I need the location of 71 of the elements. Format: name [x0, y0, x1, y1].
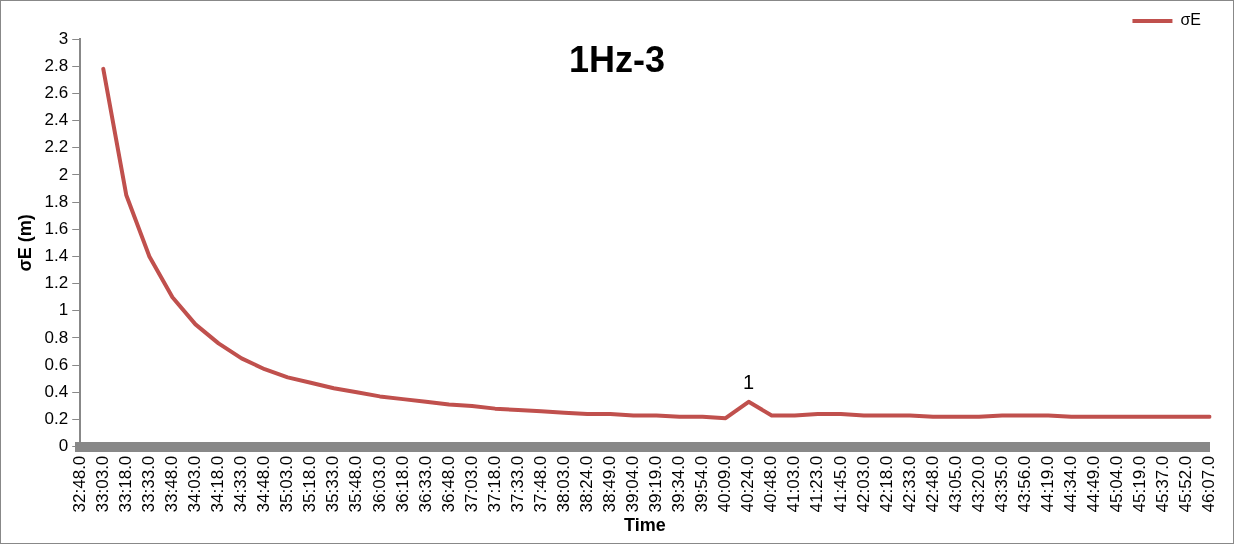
x-tick-label: 43:56.0 — [1014, 455, 1034, 513]
x-tick-label: 32:48.0 — [69, 455, 89, 513]
x-tick-label: 46:07.0 — [1199, 455, 1219, 513]
x-tick-label: 42:48.0 — [922, 455, 942, 513]
annotation: 1 — [743, 371, 755, 394]
x-tick-label: 34:03.0 — [185, 455, 205, 513]
x-tick-label: 34:48.0 — [254, 455, 274, 513]
x-tick-label: 42:18.0 — [876, 455, 896, 513]
y-tick-label: 2 — [58, 164, 69, 184]
x-tick-label: 35:33.0 — [323, 455, 343, 513]
x-tick-label: 41:03.0 — [784, 455, 804, 513]
x-tick-label: 39:34.0 — [669, 455, 689, 513]
x-tick-label: 35:03.0 — [277, 455, 297, 513]
x-tick-label: 34:33.0 — [231, 455, 251, 513]
y-tick-label: 1 — [58, 300, 69, 320]
x-tick-label: 44:34.0 — [1061, 455, 1080, 513]
x-tick-label: 41:45.0 — [830, 455, 850, 513]
x-tick-label: 38:24.0 — [576, 455, 596, 513]
x-tick-label: 33:18.0 — [116, 455, 136, 513]
x-tick-label: 42:33.0 — [899, 455, 919, 513]
y-tick-label: 2.8 — [44, 55, 69, 75]
x-tick-label: 45:04.0 — [1107, 455, 1127, 513]
x-tick-label: 35:48.0 — [346, 455, 366, 513]
y-tick-label: 0.8 — [44, 327, 69, 347]
x-tick-label: 36:33.0 — [415, 455, 435, 513]
x-axis-title: Time — [624, 515, 666, 536]
x-tick-label: 37:03.0 — [461, 455, 481, 513]
x-tick-label: 38:49.0 — [600, 455, 620, 513]
x-tick-label: 45:52.0 — [1176, 455, 1196, 513]
y-axis-title: σE (m) — [14, 214, 35, 272]
x-tick-label: 41:23.0 — [807, 455, 827, 513]
y-tick-label: 1.8 — [44, 191, 69, 211]
x-tick-label: 43:20.0 — [968, 455, 988, 513]
x-tick-label: 45:37.0 — [1153, 455, 1173, 513]
x-tick-label: 36:03.0 — [369, 455, 389, 513]
y-tick-label: 0.4 — [44, 382, 69, 402]
x-tick-label: 40:48.0 — [761, 455, 781, 513]
x-tick-label: 39:54.0 — [692, 455, 712, 513]
y-tick-label: 0.6 — [44, 354, 69, 374]
chart-title: 1Hz-3 — [568, 39, 666, 80]
x-tick-label: 44:19.0 — [1037, 455, 1057, 513]
y-tick-label: 1.6 — [44, 218, 69, 238]
x-tick-label: 39:19.0 — [646, 455, 666, 513]
y-tick-label: 3 — [58, 28, 69, 48]
x-tick-label: 37:18.0 — [484, 455, 504, 513]
x-tick-label: 35:18.0 — [300, 455, 320, 513]
y-tick-label: 2.4 — [44, 110, 69, 130]
y-tick-label: 2.6 — [44, 83, 69, 103]
x-tick-label: 40:09.0 — [715, 455, 735, 513]
y-tick-label: 0 — [58, 436, 69, 456]
legend-label: σE — [1180, 11, 1201, 29]
x-tick-label: 38:03.0 — [553, 455, 573, 513]
x-tick-label: 33:48.0 — [162, 455, 182, 513]
y-tick-label: 2.2 — [44, 137, 69, 157]
x-tick-label: 42:03.0 — [853, 455, 873, 513]
x-tick-label: 40:24.0 — [738, 455, 758, 513]
y-tick-label: 1.4 — [44, 246, 69, 266]
x-tick-label: 44:49.0 — [1084, 455, 1104, 513]
x-tick-label: 36:48.0 — [438, 455, 458, 513]
x-tick-label: 37:33.0 — [507, 455, 527, 513]
x-tick-label: 39:04.0 — [623, 455, 643, 513]
x-tick-label: 43:05.0 — [945, 455, 965, 513]
x-tick-label: 33:33.0 — [139, 455, 159, 513]
x-tick-label: 43:35.0 — [991, 455, 1011, 513]
x-tick-label: 37:48.0 — [530, 455, 550, 513]
y-tick-label: 1.2 — [44, 273, 69, 293]
x-tick-label: 33:03.0 — [92, 455, 112, 513]
x-tick-label: 36:18.0 — [392, 455, 412, 513]
x-tick-label: 45:19.0 — [1130, 455, 1150, 513]
x-tick-label: 34:18.0 — [208, 455, 228, 513]
y-tick-label: 0.2 — [44, 409, 69, 429]
